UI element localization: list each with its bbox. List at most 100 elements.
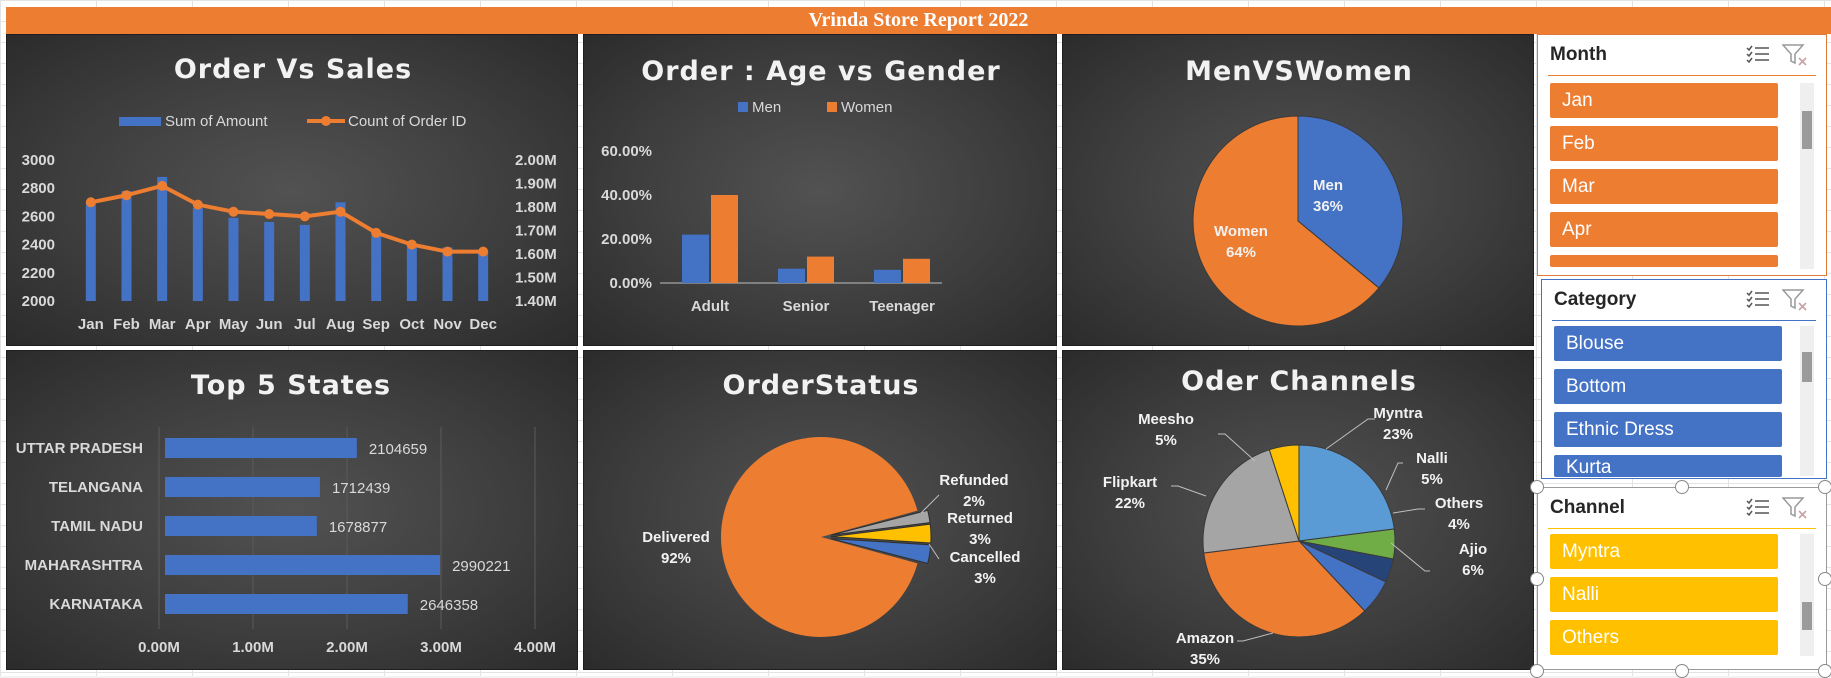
y-tick-label: 60.00% [601,143,652,160]
y-tick-right: 1.40M [515,293,557,310]
bar-women-adult [711,195,738,283]
clear-filter-icon[interactable] [1782,496,1808,520]
slicer-scrollbar[interactable] [1800,326,1814,476]
label-flipkart: Flipkart [1103,474,1157,491]
label-cancelled: Cancelled [950,549,1021,566]
bar-amount-jun [264,222,275,301]
slicer-underline [1548,75,1816,76]
y-tick-label: KARNATAKA [49,596,143,613]
slicer-item-mar[interactable]: Mar [1550,169,1778,204]
bar-men-teenager [874,269,901,283]
pct-refunded: 2% [963,493,985,510]
order-status-plot: OrderStatus Delivered 92% Refunded 2% Re… [642,370,1021,637]
marker-orders-jul [299,211,310,222]
resize-handle-top-middle[interactable] [1675,480,1689,494]
pct-returned: 3% [969,531,991,548]
label-nalli: Nalli [1416,450,1448,467]
slicer-item-jan[interactable]: Jan [1550,83,1778,118]
pie-slice-refunded [830,509,931,536]
multi-select-icon[interactable] [1746,497,1770,517]
x-tick-label: Nov [433,316,462,333]
slicer-scroll-thumb[interactable] [1802,111,1812,149]
y-tick-right: 1.70M [515,223,557,240]
slicer-underline [1552,320,1816,321]
marker-orders-feb [121,190,132,201]
clear-filter-icon[interactable] [1782,43,1808,67]
label-others: Others [1435,495,1483,512]
pie-slice-returned [830,523,932,544]
y-tick-left: 2400 [22,237,55,254]
slicer-item-feb[interactable]: Feb [1550,126,1778,161]
bar-women-teenager [903,258,930,283]
multi-select-icon[interactable] [1746,289,1770,309]
pct-meesho: 5% [1155,432,1177,449]
channel-slicer[interactable]: Channel Myntra Nalli Others [1537,487,1827,670]
slicer-header: Channel [1538,488,1826,526]
y-tick-label: UTTAR PRADESH [16,440,143,457]
chart-title: Oder Channels [1181,366,1417,397]
order-status-chart[interactable]: OrderStatus Delivered 92% Refunded 2% Re… [583,350,1057,670]
slicer-item-partial[interactable] [1550,255,1778,267]
legend-orders-marker [321,116,331,126]
pct-cancelled: 3% [974,570,996,587]
x-tick-label: Apr [185,316,211,333]
men-vs-women-plot: MenVSWomen Men 36% Women 64% [1185,56,1412,327]
pie-slice-flipkart [1202,449,1300,554]
slicer-item-ethnic-dress[interactable]: Ethnic Dress [1554,412,1782,447]
slicer-title: Month [1550,44,1607,65]
resize-handle-top-left[interactable] [1530,480,1544,494]
top-states-chart[interactable]: Top 5 States UTTAR PRADESH 2104659 TELANGA… [6,350,578,670]
chart-title: Order Vs Sales [174,54,412,85]
y-tick-label: 0.00% [609,275,652,292]
x-tick-label: Aug [326,316,355,333]
bar-amount-apr [192,207,203,301]
y-tick-label: 20.00% [601,231,652,248]
month-slicer[interactable]: Month Jan Feb Mar Apr [1537,34,1827,276]
slicer-item-others[interactable]: Others [1550,620,1778,655]
age-vs-gender-plot: Order : Age vs Gender Men Women 60.00% 40… [601,56,1000,315]
slicer-item-apr[interactable]: Apr [1550,212,1778,247]
x-tick-label: Jan [78,316,104,333]
men-vs-women-chart[interactable]: MenVSWomen Men 36% Women 64% [1062,34,1534,346]
slicer-item-blouse[interactable]: Blouse [1554,326,1782,361]
slice-pct-men: 36% [1313,198,1343,215]
pie-slice-amazon [1203,540,1366,638]
slicer-item-bottom[interactable]: Bottom [1554,369,1782,404]
resize-handle-middle-left[interactable] [1530,572,1544,586]
pie-slice-delivered [721,437,918,637]
marker-orders-apr [192,199,203,210]
order-vs-sales-chart[interactable]: Order Vs Sales Sum of Amount Count of Or… [6,34,578,346]
chart-title: OrderStatus [723,370,920,401]
bar-amount-jul [299,224,310,301]
chart-title: Order : Age vs Gender [641,56,1000,87]
age-vs-gender-chart[interactable]: Order : Age vs Gender Men Women 60.00% 40… [583,34,1057,346]
pie-slice-meesho [1268,444,1300,542]
bar-maharashtra [165,555,441,575]
slicer-scroll-thumb[interactable] [1802,602,1812,630]
y-tick-right: 1.80M [515,199,557,216]
marker-orders-aug [335,206,346,217]
marker-orders-dec [478,246,489,257]
y-tick-right: 1.60M [515,246,557,263]
clear-filter-icon[interactable] [1782,288,1808,312]
bar-women-senior [807,256,834,283]
marker-orders-jun [264,209,275,220]
leader-meesho [1218,433,1256,462]
order-channels-chart[interactable]: Oder Channels Myntra 23% Nalli 5% Others… [1062,350,1534,670]
slicer-item-kurta[interactable]: Kurta [1554,455,1782,477]
multi-select-icon[interactable] [1746,44,1770,64]
y-tick-label: 40.00% [601,187,652,204]
category-slicer[interactable]: Category Blouse Bottom Ethnic Dress Kurt… [1541,279,1827,479]
slicer-item-myntra[interactable]: Myntra [1550,534,1778,569]
slicer-scroll-thumb[interactable] [1802,352,1812,382]
channel-leaders [1171,418,1430,642]
pie-slice-men [1297,115,1404,289]
slicer-underline [1548,528,1816,529]
resize-handle-middle-right[interactable] [1818,572,1831,586]
slicer-item-nalli[interactable]: Nalli [1550,577,1778,612]
chart-title: Top 5 States [191,370,391,401]
resize-handle-top-right[interactable] [1818,480,1831,494]
slicer-scrollbar[interactable] [1800,534,1814,656]
y-tick-left: 2600 [22,208,55,225]
x-tick-label: 1.00M [232,639,274,656]
